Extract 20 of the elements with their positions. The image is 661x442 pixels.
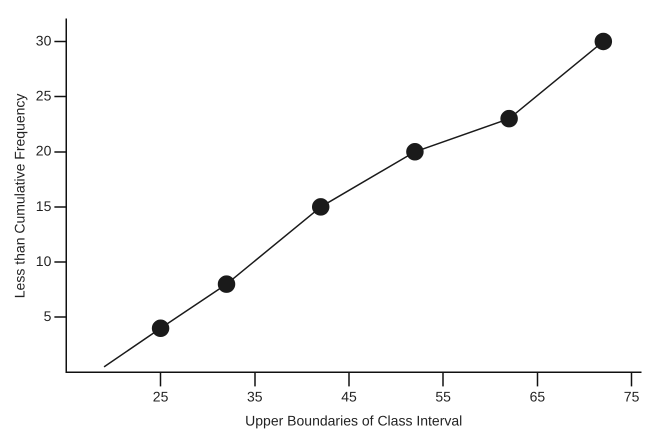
y-tick-label: 15 (36, 198, 52, 214)
point (594, 32, 612, 50)
y-tick-label: 25 (36, 87, 52, 104)
x-tick-label: 35 (246, 388, 263, 405)
point (218, 275, 236, 293)
y-tick-label: 20 (36, 142, 52, 159)
y-tick-label: 30 (36, 32, 52, 48)
y-axis-title: Less than Cumulative Frequency (11, 94, 28, 298)
point (152, 320, 170, 338)
y-tick-label: 5 (44, 308, 52, 324)
y-tick-label: 10 (36, 252, 52, 269)
point (500, 110, 518, 128)
x-tick-label: 65 (530, 388, 546, 405)
x-axis-title: Upper Boundaries of Class Interval (245, 412, 462, 428)
x-tick-label: 55 (435, 388, 452, 405)
x-tick-label: 25 (152, 388, 169, 405)
point (312, 198, 330, 216)
x-tick-label: 45 (341, 388, 357, 405)
point (406, 143, 424, 161)
x-tick-label: 75 (624, 388, 640, 405)
